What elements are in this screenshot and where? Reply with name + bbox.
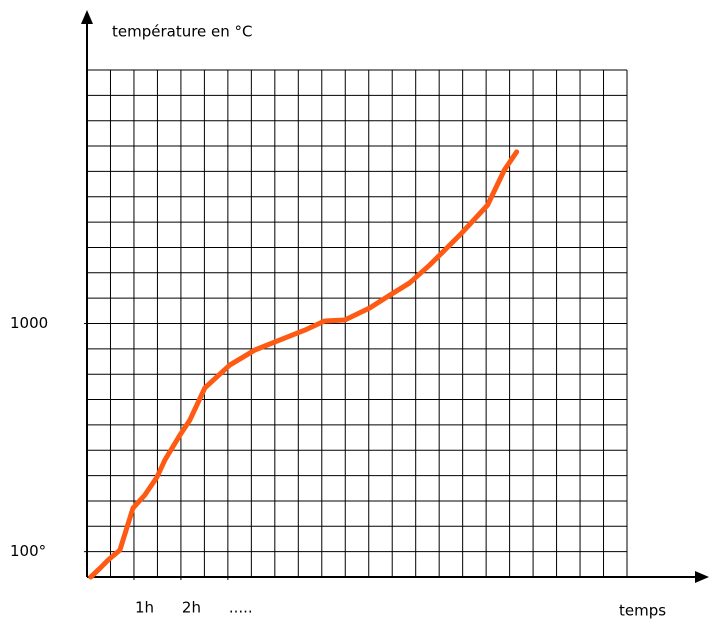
x-tick-label: ..... <box>229 599 253 617</box>
y-tick-label: 1000 <box>10 314 48 332</box>
x-axis-label: temps <box>619 602 666 620</box>
x-tick-label: 1h <box>135 599 154 617</box>
line-series <box>88 149 520 580</box>
x-axis-arrow <box>695 571 709 583</box>
y-axis-arrow <box>81 10 93 24</box>
x-tick-label: 2h <box>182 599 201 617</box>
y-axis-label: température en °C <box>112 23 253 41</box>
y-tick-label: 100° <box>10 542 46 560</box>
